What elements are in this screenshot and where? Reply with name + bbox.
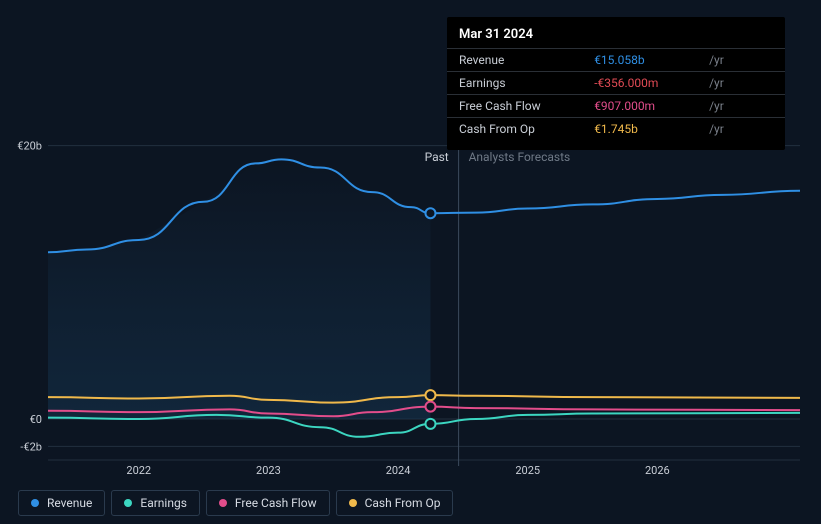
legend-label: Cash From Op — [365, 496, 441, 510]
tooltip-unit: /yr — [697, 49, 785, 72]
legend-label: Free Cash Flow — [235, 496, 317, 510]
x-tick-label: 2023 — [256, 464, 281, 477]
tooltip-unit: /yr — [697, 118, 785, 141]
tooltip-row: Cash From Op €1.745b /yr — [447, 118, 785, 141]
tooltip-date: Mar 31 2024 — [447, 27, 785, 48]
x-tick-label: 2024 — [386, 464, 411, 477]
tooltip-value: €15.058b — [582, 49, 697, 72]
legend-item-earnings[interactable]: Earnings — [111, 490, 200, 516]
label-past: Past — [425, 150, 449, 164]
legend: Revenue Earnings Free Cash Flow Cash Fro… — [18, 490, 453, 516]
tooltip-label: Cash From Op — [447, 118, 582, 141]
x-tick-label: 2022 — [126, 464, 151, 477]
tooltip-label: Earnings — [447, 72, 582, 95]
y-tick-label: €0 — [30, 413, 42, 426]
tooltip-value: -€356.000m — [582, 72, 697, 95]
legend-dot — [349, 499, 357, 507]
x-tick-label: 2026 — [645, 464, 670, 477]
legend-dot — [124, 499, 132, 507]
revenue-area — [48, 159, 430, 419]
legend-item-cash_from_op[interactable]: Cash From Op — [336, 490, 454, 516]
tooltip-value: €1.745b — [582, 118, 697, 141]
hover-tooltip: Mar 31 2024 Revenue €15.058b /yrEarnings… — [447, 17, 785, 150]
tooltip-unit: /yr — [697, 95, 785, 118]
label-forecast: Analysts Forecasts — [469, 150, 571, 164]
marker-earnings — [425, 419, 435, 429]
y-tick-label: €20b — [17, 140, 42, 153]
tooltip-row: Earnings -€356.000m /yr — [447, 72, 785, 95]
legend-dot — [31, 499, 39, 507]
legend-label: Earnings — [140, 496, 187, 510]
tooltip-unit: /yr — [697, 72, 785, 95]
x-tick-label: 2025 — [515, 464, 540, 477]
marker-revenue — [425, 208, 435, 218]
tooltip-row: Revenue €15.058b /yr — [447, 49, 785, 72]
tooltip-value: €907.000m — [582, 95, 697, 118]
tooltip-row: Free Cash Flow €907.000m /yr — [447, 95, 785, 118]
marker-cash_from_op — [425, 390, 435, 400]
tooltip-label: Revenue — [447, 49, 582, 72]
y-tick-label: -€2b — [20, 440, 42, 453]
legend-dot — [219, 499, 227, 507]
legend-item-revenue[interactable]: Revenue — [18, 490, 105, 516]
marker-free_cash_flow — [425, 402, 435, 412]
legend-label: Revenue — [47, 496, 92, 510]
tooltip-label: Free Cash Flow — [447, 95, 582, 118]
legend-item-free_cash_flow[interactable]: Free Cash Flow — [206, 490, 330, 516]
